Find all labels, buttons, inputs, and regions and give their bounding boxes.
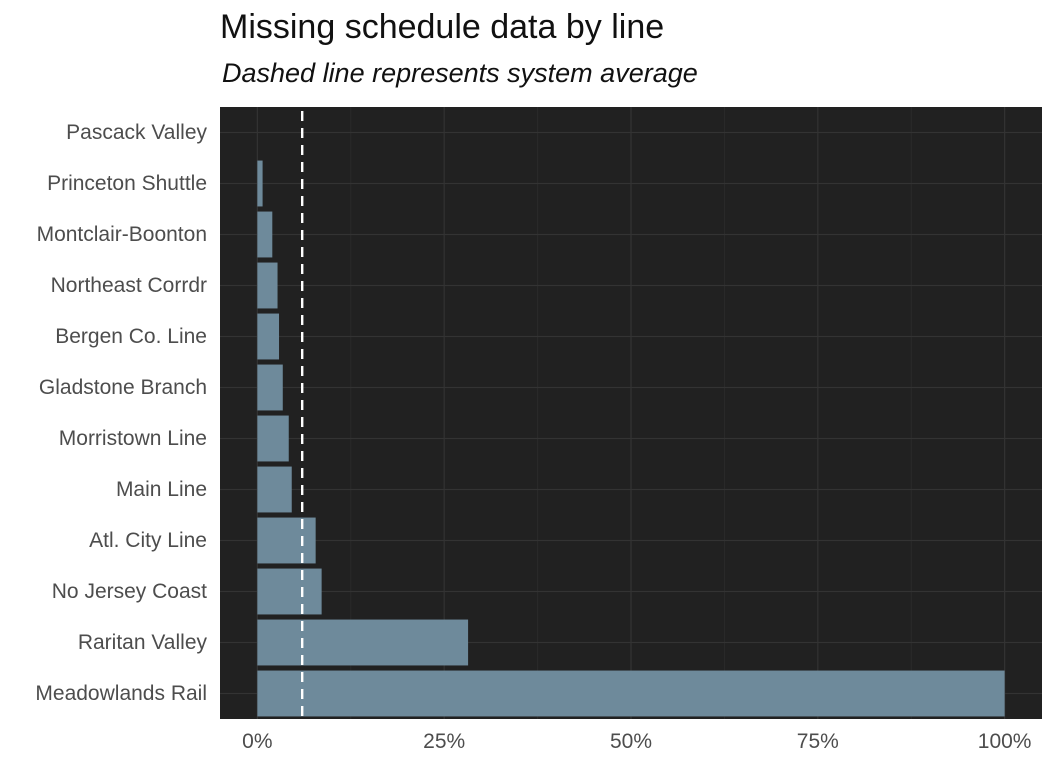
bar	[257, 364, 283, 411]
bar	[257, 517, 316, 564]
category-label: Pascack Valley	[66, 121, 207, 144]
bar	[257, 415, 289, 462]
category-labels: Pascack Valley Princeton Shuttle Montclair…	[35, 121, 207, 705]
bar	[257, 619, 469, 666]
category-label: Gladstone Branch	[39, 376, 207, 399]
category-label: Montclair-Boonton	[37, 223, 207, 246]
category-label: Meadowlands Rail	[35, 682, 207, 705]
x-tick-label: 100%	[978, 730, 1032, 753]
bar	[257, 670, 1005, 717]
category-label: Princeton Shuttle	[47, 172, 207, 195]
category-label: Atl. City Line	[89, 529, 207, 552]
x-tick-label: 25%	[423, 730, 465, 753]
bar	[257, 313, 280, 360]
x-tick-label: 0%	[242, 730, 272, 753]
bars	[257, 160, 1005, 717]
category-label: Main Line	[116, 478, 207, 501]
bar	[257, 160, 263, 207]
bar	[257, 466, 292, 513]
chart-title: Missing schedule data by line	[220, 8, 665, 46]
category-label: Raritan Valley	[78, 631, 208, 654]
chart-subtitle: Dashed line represents system average	[222, 58, 698, 88]
category-label: Morristown Line	[59, 427, 207, 450]
bar	[257, 211, 273, 258]
category-label: Northeast Corrdr	[51, 274, 207, 297]
grid-lines	[220, 107, 1042, 719]
x-tick-label: 50%	[610, 730, 652, 753]
x-tick-labels: 0% 25% 50% 75% 100%	[242, 730, 1031, 753]
bar	[257, 262, 278, 309]
category-label: Bergen Co. Line	[55, 325, 207, 348]
x-tick-label: 75%	[797, 730, 839, 753]
bar	[257, 568, 322, 615]
category-label: No Jersey Coast	[52, 580, 207, 603]
